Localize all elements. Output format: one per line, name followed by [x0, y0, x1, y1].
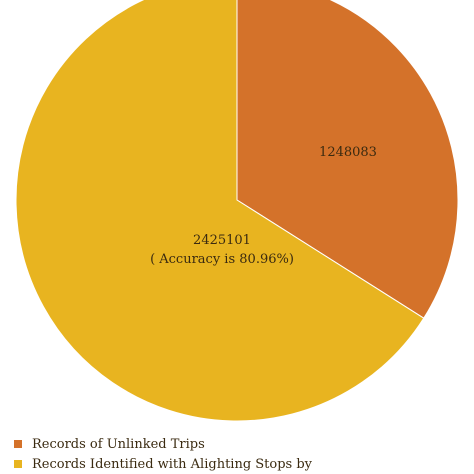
legend: Records of Unlinked Trips Records Identi…: [14, 434, 312, 474]
legend-label-alighting-stops: Records Identified with Alighting Stops …: [32, 456, 313, 472]
slice-label-alighting-stops: 2425101: [193, 233, 251, 248]
slice-label-unlinked-trips: 1248083: [319, 145, 377, 160]
slice-sublabel-accuracy: ( Accuracy is 80.96%): [150, 252, 294, 267]
legend-item-alighting-stops: Records Identified with Alighting Stops …: [14, 454, 312, 474]
legend-label-unlinked-trips: Records of Unlinked Trips: [32, 436, 205, 452]
legend-swatch-unlinked-trips: [14, 440, 22, 448]
pie-slice-unlinked-trips: [236, 0, 459, 319]
legend-swatch-alighting-stops: [14, 460, 22, 468]
pie-slice-alighting-stops: [15, 0, 425, 422]
legend-item-unlinked-trips: Records of Unlinked Trips: [14, 434, 312, 454]
